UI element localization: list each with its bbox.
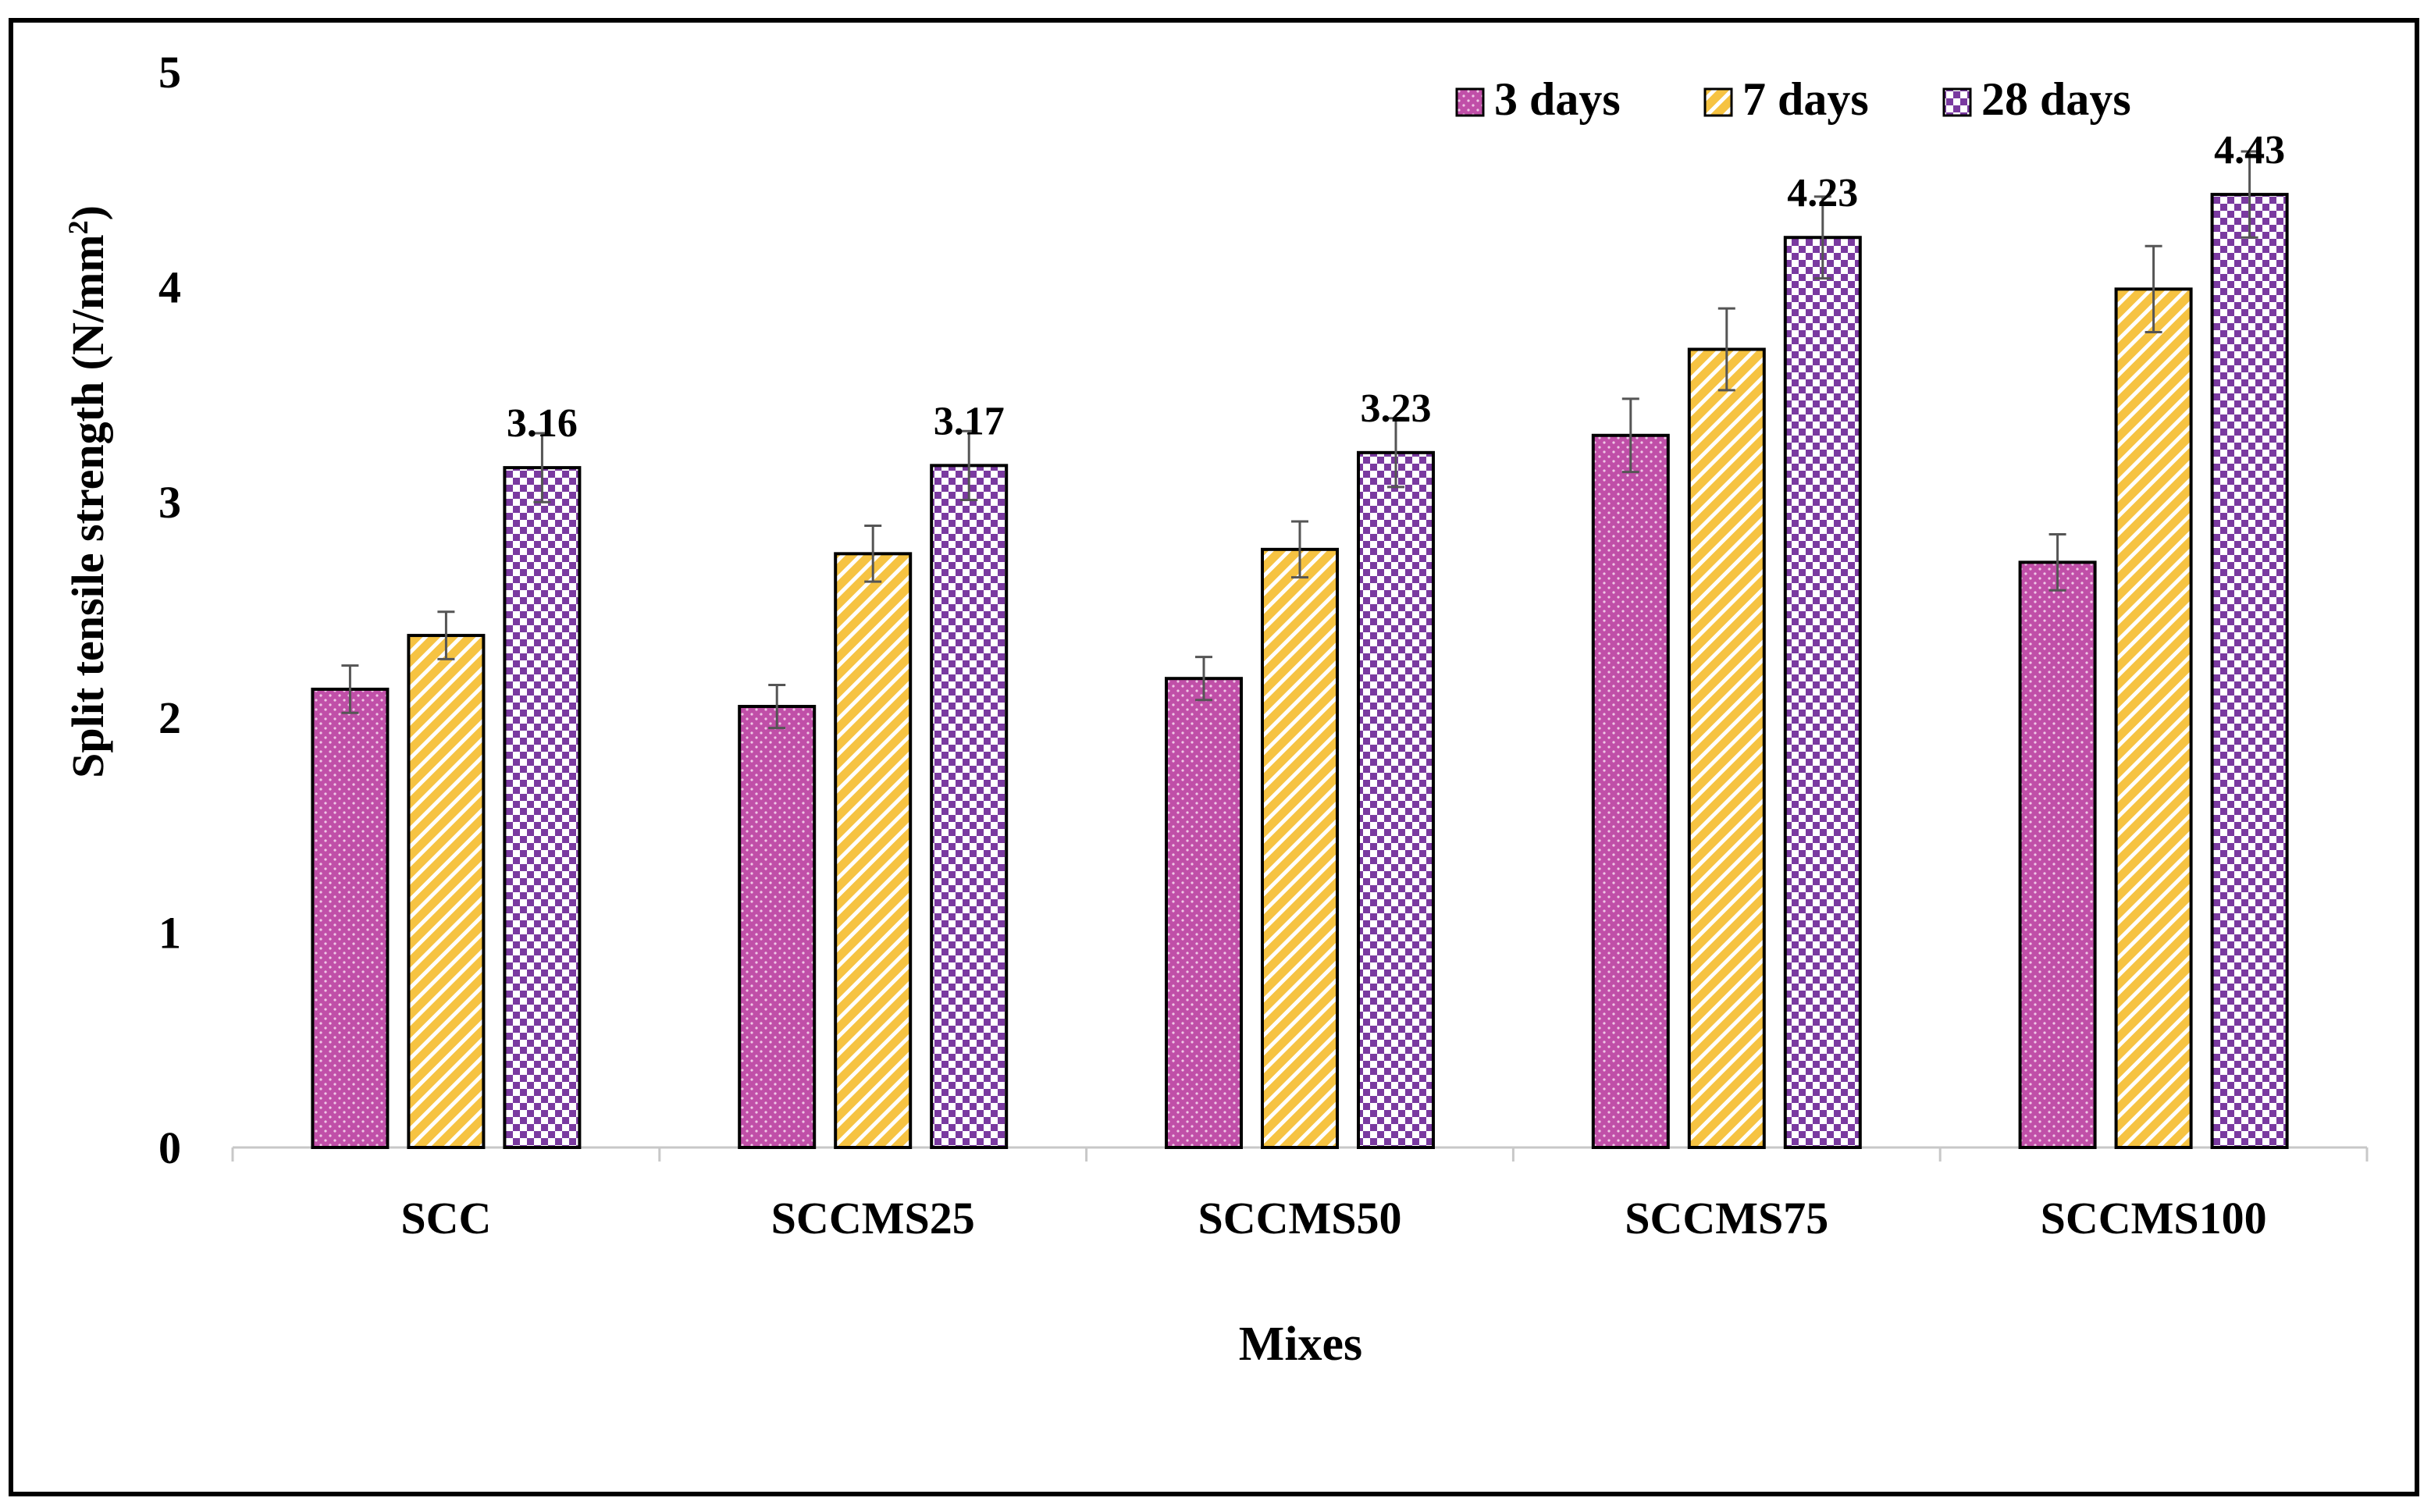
bar bbox=[834, 552, 913, 1149]
x-tick-label: SCCMS75 bbox=[1625, 1193, 1828, 1243]
legend-swatch bbox=[1455, 87, 1485, 117]
bar bbox=[930, 464, 1009, 1149]
bar bbox=[1591, 433, 1670, 1149]
y-tick-label: 5 bbox=[158, 47, 181, 98]
x-tick-label: SCCMS50 bbox=[1198, 1193, 1401, 1243]
y-axis-label: Split tensile strength (N/mm2) bbox=[62, 205, 113, 778]
bar bbox=[1165, 677, 1243, 1149]
bar bbox=[738, 705, 817, 1149]
legend-swatch bbox=[1942, 87, 1972, 117]
x-axis: SCC SCCMS25 SCCMS50 SCCMS75 SCCMS100 bbox=[231, 1146, 2369, 1243]
bar bbox=[1783, 236, 1862, 1149]
legend: 3 days 7 days 28 days bbox=[1455, 73, 2131, 125]
y-tick-label: 1 bbox=[158, 907, 181, 958]
x-tick-label: SCCMS25 bbox=[771, 1193, 975, 1243]
data-label: 3.17 bbox=[934, 399, 1005, 443]
data-label: 3.23 bbox=[1361, 386, 1432, 431]
bar bbox=[2018, 560, 2097, 1149]
legend-label: 28 days bbox=[1981, 73, 2131, 125]
bar bbox=[2114, 287, 2193, 1150]
data-label: 4.43 bbox=[2214, 128, 2285, 173]
y-tick-label: 0 bbox=[158, 1122, 181, 1173]
data-label: 4.23 bbox=[1787, 171, 1858, 215]
bar bbox=[407, 634, 486, 1149]
bars-layer: 3.16 3.17 3.23 4.23 4.43 bbox=[311, 128, 2289, 1150]
bar bbox=[1357, 450, 1435, 1149]
y-tick-label: 2 bbox=[158, 692, 181, 743]
x-tick-label: SCCMS100 bbox=[2041, 1193, 2267, 1243]
x-tick-label: SCC bbox=[400, 1193, 491, 1243]
x-axis-label: Mixes bbox=[1239, 1318, 1362, 1371]
bar bbox=[1261, 547, 1339, 1149]
chart-frame bbox=[9, 18, 2419, 1496]
bar bbox=[503, 466, 582, 1149]
bar bbox=[1687, 347, 1766, 1149]
data-label: 3.16 bbox=[507, 401, 578, 446]
y-tick-label: 3 bbox=[158, 477, 181, 528]
y-axis: 0 1 2 3 4 5 bbox=[158, 47, 181, 1173]
legend-label: 7 days bbox=[1742, 73, 1869, 125]
legend-label: 3 days bbox=[1494, 73, 1621, 125]
bar bbox=[2210, 193, 2289, 1149]
legend-swatch bbox=[1703, 87, 1733, 117]
bar bbox=[311, 687, 390, 1149]
y-tick-label: 4 bbox=[158, 262, 181, 313]
